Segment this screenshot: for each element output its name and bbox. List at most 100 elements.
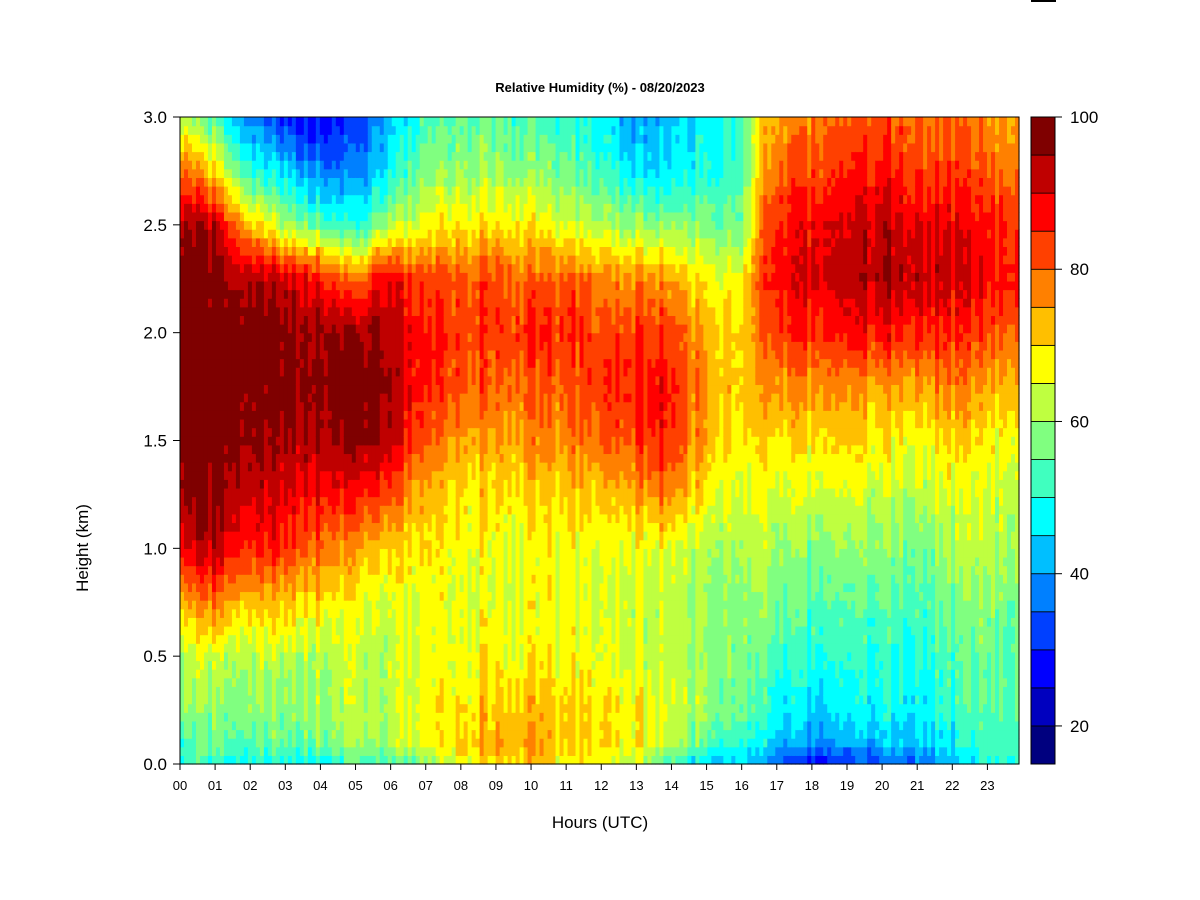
heatmap-cell [291, 384, 297, 394]
heatmap-cell [303, 634, 309, 644]
heatmap-cell [203, 720, 209, 731]
heatmap-cell [427, 151, 433, 161]
heatmap-cell [207, 643, 213, 653]
heatmap-cell [275, 505, 281, 515]
heatmap-cell [395, 151, 401, 161]
heatmap-cell [387, 625, 393, 636]
heatmap-cell [335, 220, 341, 230]
heatmap-cell [407, 531, 413, 541]
heatmap-cell [403, 401, 409, 411]
heatmap-cell [315, 306, 321, 317]
heatmap-cell [407, 160, 413, 170]
heatmap-cell [387, 746, 393, 756]
heatmap-cell [251, 470, 257, 480]
heatmap-cell [423, 168, 429, 178]
heatmap-cell [299, 246, 305, 256]
heatmap-cell [180, 617, 185, 627]
heatmap-cell [303, 608, 309, 618]
heatmap-cell [235, 341, 241, 351]
heatmap-cell [235, 608, 241, 618]
heatmap-cell [263, 694, 269, 705]
heatmap-cell [443, 453, 449, 463]
heatmap-cell [403, 669, 409, 679]
heatmap-cell [423, 341, 429, 351]
heatmap-cell [303, 298, 309, 308]
heatmap-cell [187, 194, 193, 204]
heatmap-cell [275, 134, 281, 144]
heatmap-cell [187, 738, 193, 748]
heatmap-cell [347, 591, 353, 601]
heatmap-cell [219, 556, 225, 567]
heatmap-cell [259, 289, 265, 299]
heatmap-cell [351, 358, 357, 368]
heatmap-cell [235, 600, 241, 610]
heatmap-cell [403, 375, 409, 386]
heatmap-cell [435, 410, 441, 420]
heatmap-cell [323, 669, 329, 679]
heatmap-cell [367, 738, 373, 748]
heatmap-cell [371, 401, 377, 411]
heatmap-cell [427, 565, 433, 575]
heatmap-cell [399, 151, 405, 161]
heatmap-cell [371, 444, 377, 455]
heatmap-cell [347, 211, 353, 222]
heatmap-cell [403, 358, 409, 368]
heatmap-cell [211, 358, 217, 368]
heatmap-cell [351, 427, 357, 437]
heatmap-cell [391, 694, 397, 705]
heatmap-cell [263, 608, 269, 618]
heatmap-cell [439, 186, 445, 196]
heatmap-cell [347, 341, 353, 351]
heatmap-cell [343, 496, 349, 506]
heatmap-cell [263, 160, 269, 170]
heatmap-cell [439, 298, 445, 308]
heatmap-cell [355, 367, 361, 377]
heatmap-cell [275, 755, 281, 765]
heatmap-cell [231, 703, 237, 713]
heatmap-cell [419, 531, 425, 541]
heatmap-cell [439, 375, 445, 386]
heatmap-cell [391, 393, 397, 403]
heatmap-cell [279, 548, 285, 558]
heatmap-cell [403, 134, 409, 144]
heatmap-cell [295, 746, 301, 756]
heatmap-cell [279, 237, 285, 247]
heatmap-cell [211, 617, 217, 627]
heatmap-cell [427, 591, 433, 601]
heatmap-cell [275, 531, 281, 541]
heatmap-cell [184, 746, 189, 756]
heatmap-cell [367, 539, 373, 549]
heatmap-cell [375, 746, 381, 756]
heatmap-cell [231, 332, 237, 342]
heatmap-cell [407, 263, 413, 273]
heatmap-cell [275, 539, 281, 549]
heatmap-cell [251, 591, 257, 601]
heatmap-cell [435, 220, 441, 230]
heatmap-cell [379, 332, 385, 342]
heatmap-cell [367, 660, 373, 670]
heatmap-cell [363, 755, 369, 765]
heatmap-cell [291, 306, 297, 317]
heatmap-cell [271, 280, 277, 291]
heatmap-cell [415, 720, 421, 731]
heatmap-cell [191, 418, 197, 429]
heatmap-cell [351, 203, 357, 213]
heatmap-cell [431, 168, 437, 178]
heatmap-cell [407, 341, 413, 351]
heatmap-cell [207, 660, 213, 670]
heatmap-cell [431, 738, 437, 748]
heatmap-cell [419, 280, 425, 291]
heatmap-cell [431, 436, 437, 446]
heatmap-cell [287, 556, 293, 567]
heatmap-cell [251, 229, 257, 239]
heatmap-cell [419, 677, 425, 687]
heatmap-cell [415, 487, 421, 498]
heatmap-cell [363, 444, 369, 455]
heatmap-cell [295, 306, 301, 317]
heatmap-cell [180, 194, 185, 204]
heatmap-cell [299, 194, 305, 204]
heatmap-cell [191, 177, 197, 187]
heatmap-cell [295, 539, 301, 549]
heatmap-cell [207, 272, 213, 282]
heatmap-cell [383, 220, 389, 230]
